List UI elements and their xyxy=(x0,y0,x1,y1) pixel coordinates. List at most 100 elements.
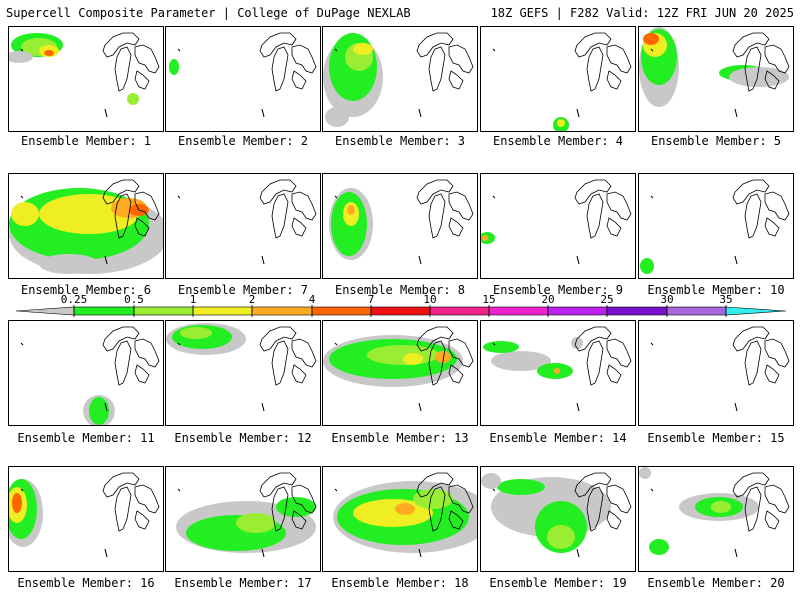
coastline-fragment xyxy=(104,108,108,118)
ensemble-member-map xyxy=(322,26,478,132)
parameter-contour xyxy=(649,539,669,555)
colorbar-tick-label: 30 xyxy=(660,293,673,306)
parameter-contour xyxy=(236,513,276,533)
ensemble-member-label: Ensemble Member: 13 xyxy=(331,431,469,445)
parameter-contour xyxy=(44,50,54,56)
colorbar-tick-label: 35 xyxy=(719,293,732,306)
ensemble-member-map xyxy=(638,320,794,426)
parameter-contour xyxy=(481,473,501,489)
ensemble-member-label: Ensemble Member: 5 xyxy=(650,134,782,148)
colorbar-tick-label: 0.25 xyxy=(61,293,88,306)
coastline-fragment xyxy=(177,342,181,346)
great-lakes-outline xyxy=(732,32,790,92)
map-field xyxy=(639,27,790,118)
coastline-fragment xyxy=(104,255,108,265)
colorbar-tick-label: 25 xyxy=(600,293,613,306)
coastline-fragment xyxy=(650,488,654,492)
great-lakes-outline xyxy=(102,472,160,532)
colorbar-tick-label: 10 xyxy=(423,293,436,306)
map-field xyxy=(9,32,160,118)
map-field xyxy=(166,323,317,412)
coastline-fragment xyxy=(492,488,496,492)
great-lakes-outline xyxy=(259,179,317,239)
ensemble-member-map xyxy=(480,173,636,279)
ensemble-member-map xyxy=(165,320,321,426)
coastline-fragment xyxy=(576,108,580,118)
ensemble-member-map xyxy=(638,173,794,279)
ensemble-member-label: Ensemble Member: 17 xyxy=(174,576,312,590)
coastline-fragment xyxy=(576,548,580,558)
colorbar-segment xyxy=(725,306,787,316)
parameter-contour xyxy=(711,501,731,513)
ensemble-member-label: Ensemble Member: 9 xyxy=(492,283,624,297)
great-lakes-outline xyxy=(416,472,474,532)
coastline-fragment xyxy=(492,195,496,199)
map-field xyxy=(20,326,160,425)
ensemble-member-map xyxy=(480,26,636,132)
ensemble-member-map xyxy=(165,173,321,279)
ensemble-member-map xyxy=(322,466,478,572)
great-lakes-outline xyxy=(574,326,632,386)
coastline-fragment xyxy=(576,402,580,412)
ensemble-member-map xyxy=(8,26,164,132)
coastline-fragment xyxy=(177,195,181,199)
colorbar-segment xyxy=(488,306,549,316)
colorbar-segment xyxy=(311,306,372,316)
parameter-contour xyxy=(482,235,488,241)
colorbar-segment xyxy=(666,306,727,316)
colorbar-tick-label: 2 xyxy=(249,293,256,306)
ensemble-member-label: Ensemble Member: 12 xyxy=(174,431,312,445)
map-field xyxy=(169,32,317,118)
great-lakes-outline xyxy=(102,32,160,92)
map-field xyxy=(9,179,163,274)
coastline-fragment xyxy=(418,108,422,118)
parameter-contour xyxy=(180,327,212,339)
great-lakes-outline xyxy=(259,32,317,92)
ensemble-member-map xyxy=(322,173,478,279)
coastline-fragment xyxy=(177,488,181,492)
ensemble-member-label: Ensemble Member: 4 xyxy=(492,134,624,148)
parameter-contour xyxy=(640,258,654,274)
map-field xyxy=(483,326,632,412)
map-field xyxy=(481,472,632,558)
map-field xyxy=(177,179,317,265)
ensemble-member-label: Ensemble Member: 16 xyxy=(17,576,155,590)
ensemble-member-map xyxy=(322,320,478,426)
ensemble-member-label: Ensemble Member: 20 xyxy=(647,576,785,590)
ensemble-member-label: Ensemble Member: 1 xyxy=(20,134,152,148)
coastline-fragment xyxy=(104,402,108,412)
map-field xyxy=(640,179,790,274)
colorbar-segment xyxy=(192,306,253,316)
parameter-contour xyxy=(169,59,179,75)
coastline-fragment xyxy=(492,48,496,52)
coastline-fragment xyxy=(20,48,24,52)
colorbar-tick-label: 20 xyxy=(541,293,554,306)
colorbar-segment xyxy=(251,306,313,316)
ensemble-member-label: Ensemble Member: 14 xyxy=(489,431,627,445)
parameter-contour xyxy=(435,351,451,363)
colorbar-segment xyxy=(15,306,75,316)
parameter-contour xyxy=(554,368,560,374)
coastline-fragment xyxy=(334,488,338,492)
coastline-fragment xyxy=(261,255,265,265)
coastline-fragment xyxy=(576,255,580,265)
great-lakes-outline xyxy=(416,32,474,92)
ensemble-member-map xyxy=(638,26,794,132)
ensemble-member-label: Ensemble Member: 7 xyxy=(177,283,309,297)
great-lakes-outline xyxy=(416,326,474,386)
coastline-fragment xyxy=(334,342,338,346)
colorbar-tick-label: 4 xyxy=(309,293,316,306)
colorbar: 0.25 0.5 1 2 4 7 10 15 20 25 30 35 xyxy=(15,293,787,317)
coastline-fragment xyxy=(734,255,738,265)
map-field xyxy=(323,32,474,127)
coastline-fragment xyxy=(261,548,265,558)
colorbar-tick-label: 15 xyxy=(482,293,495,306)
parameter-contour xyxy=(127,93,139,105)
parameter-contour xyxy=(547,525,575,549)
parameter-contour xyxy=(483,341,519,353)
parameter-contour xyxy=(12,493,22,513)
colorbar-segment xyxy=(73,306,135,316)
coastline-fragment xyxy=(734,548,738,558)
model-valid-time: 18Z GEFS | F282 Valid: 12Z FRI JUN 20 20… xyxy=(490,6,794,20)
map-field xyxy=(639,467,790,558)
